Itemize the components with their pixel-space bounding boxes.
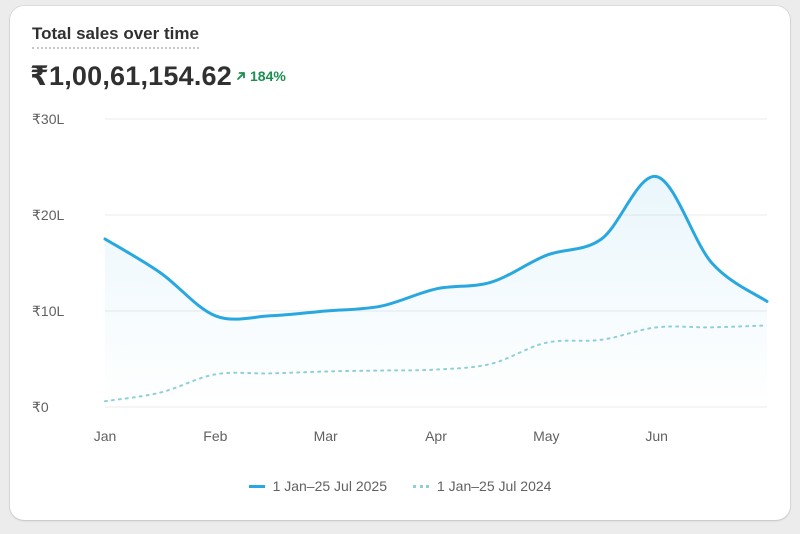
legend-label: 1 Jan–25 Jul 2024 [437, 478, 552, 494]
legend-swatch-solid [248, 484, 265, 488]
y-tick-label: ₹0 [32, 399, 49, 415]
x-tick-label: Jan [94, 428, 117, 444]
chart-legend: 1 Jan–25 Jul 2025 1 Jan–25 Jul 2024 [10, 478, 790, 494]
x-tick-label: Jun [645, 428, 668, 444]
legend-label: 1 Jan–25 Jul 2025 [272, 478, 387, 494]
sales-chart-card: Total sales over time ₹1,00,61,154.62 18… [10, 6, 790, 520]
x-tick-label: May [533, 428, 559, 444]
arrow-up-right-icon [237, 72, 245, 80]
y-tick-label: ₹20L [32, 207, 64, 223]
series-area-current [105, 176, 767, 407]
change-badge: 184% [236, 68, 286, 84]
x-tick-label: Apr [425, 428, 447, 444]
legend-item-current[interactable]: 1 Jan–25 Jul 2025 [248, 478, 387, 494]
y-tick-label: ₹30L [32, 111, 64, 127]
legend-item-previous[interactable]: 1 Jan–25 Jul 2024 [413, 478, 551, 494]
legend-swatch-dotted [413, 484, 429, 488]
change-percent: 184% [250, 68, 286, 84]
x-axis-ticks: Jan Feb Mar Apr May Jun [94, 428, 668, 444]
line-chart: ₹0 ₹10L ₹20L ₹30L Jan Feb Mar Apr May Jun [32, 111, 769, 444]
x-tick-label: Mar [314, 428, 338, 444]
series-line-previous[interactable] [104, 324, 768, 403]
y-axis-ticks: ₹0 ₹10L ₹20L ₹30L [32, 111, 64, 415]
y-tick-label: ₹10L [32, 303, 64, 319]
series-line-current[interactable] [103, 175, 769, 321]
series-layer [103, 175, 769, 407]
x-tick-label: Feb [203, 428, 227, 444]
total-sales-value: ₹1,00,61,154.62 [30, 61, 232, 91]
chart-title[interactable]: Total sales over time [32, 24, 199, 49]
